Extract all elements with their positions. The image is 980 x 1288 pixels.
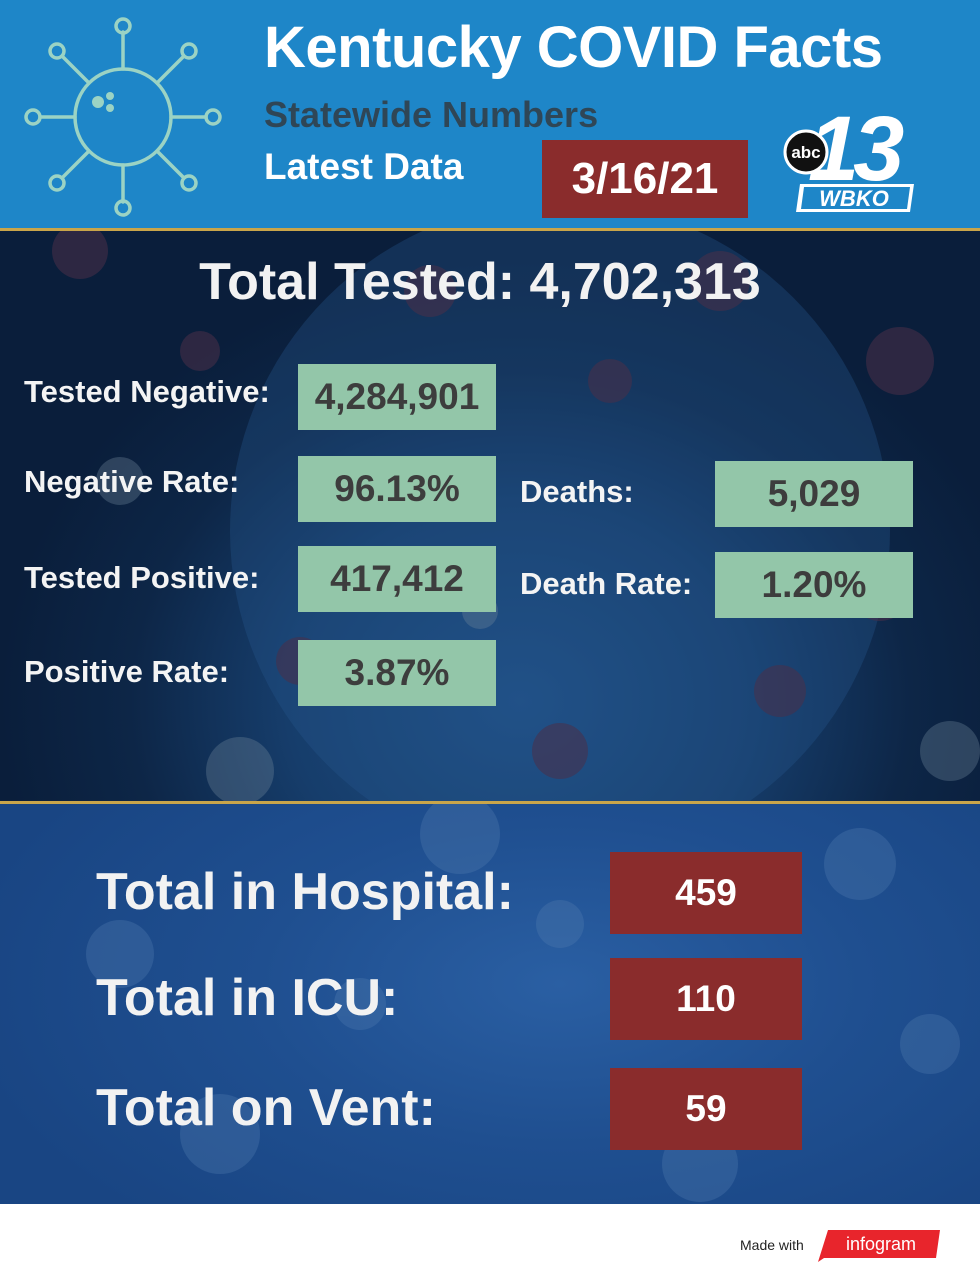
total-icu-value: 110: [610, 958, 802, 1040]
date-badge: 3/16/21: [542, 140, 748, 218]
page-subtitle: Statewide Numbers: [264, 94, 599, 135]
divider-top: [0, 228, 980, 231]
tested-positive-value: 417,412: [298, 546, 496, 612]
tested-positive-label: Tested Positive:: [24, 560, 260, 595]
svg-text:WBKO: WBKO: [819, 186, 889, 211]
negative-rate-value: 96.13%: [298, 456, 496, 522]
total-hospital-label: Total in Hospital:: [96, 863, 514, 921]
death-rate-value: 1.20%: [715, 552, 913, 618]
deaths-label: Deaths:: [520, 474, 634, 509]
divider-bottom: [0, 801, 980, 804]
total-vent-label: Total on Vent:: [96, 1079, 436, 1137]
death-rate-label: Death Rate:: [520, 566, 693, 601]
infogram-logo[interactable]: [818, 1228, 940, 1262]
total-tested-heading: Total Tested: 4,702,313: [199, 253, 761, 311]
latest-data-label: Latest Data: [264, 146, 464, 187]
header-banner: Kentucky COVID Facts Statewide Numbers L…: [0, 0, 980, 228]
svg-text:abc: abc: [791, 143, 820, 162]
total-vent-value: 59: [610, 1068, 802, 1150]
positive-rate-label: Positive Rate:: [24, 654, 230, 689]
deaths-value: 5,029: [715, 461, 913, 527]
positive-rate-value: 3.87%: [298, 640, 496, 706]
made-with-text: Made with: [740, 1237, 804, 1253]
page-title: Kentucky COVID Facts: [264, 15, 883, 80]
tested-negative-label: Tested Negative:: [24, 374, 270, 409]
virus-icon: [24, 17, 222, 217]
wbko-logo: 13 abc WBKO: [783, 102, 914, 212]
hospital-panel: [0, 804, 980, 1204]
total-icu-label: Total in ICU:: [96, 969, 399, 1027]
negative-rate-label: Negative Rate:: [24, 464, 240, 499]
total-hospital-value: 459: [610, 852, 802, 934]
footer: [0, 1204, 980, 1288]
tested-negative-value: 4,284,901: [298, 364, 496, 430]
infogram-brand-text[interactable]: infogram: [846, 1234, 917, 1254]
